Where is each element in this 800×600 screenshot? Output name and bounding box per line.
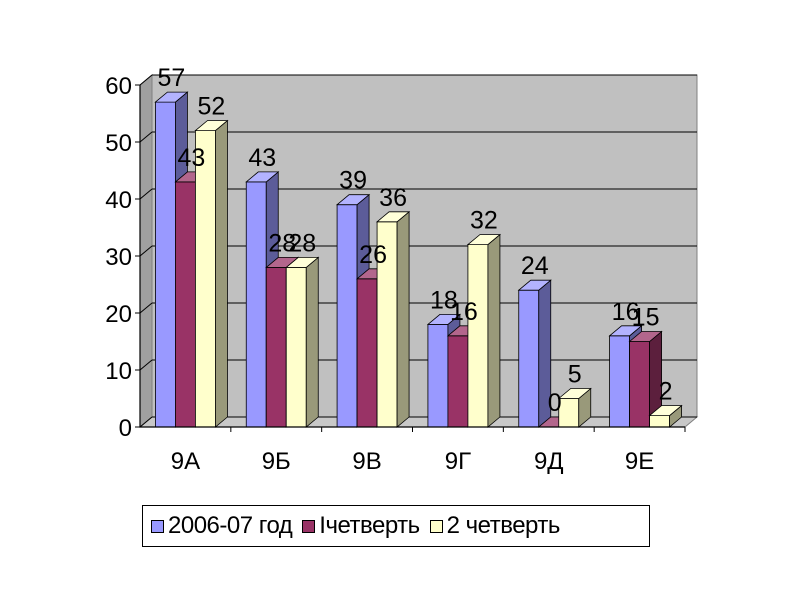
- bar-front: [609, 335, 630, 428]
- legend-label-series-1: 2006-07 год: [168, 512, 293, 539]
- bar-side: [396, 210, 410, 428]
- gridline-side: [139, 359, 153, 371]
- gridline-side: [139, 131, 153, 143]
- bar: [375, 210, 411, 428]
- bar-top: [466, 234, 502, 246]
- data-label: 15: [632, 304, 660, 332]
- legend-item-series-3: 2 четверть: [429, 512, 561, 540]
- data-label: 16: [450, 298, 478, 326]
- legend-swatch-series-1: [151, 519, 164, 533]
- bars: [154, 91, 683, 428]
- data-label: 52: [198, 93, 226, 121]
- y-tick-label: 0: [119, 415, 132, 442]
- data-label: 28: [268, 229, 296, 257]
- bar-front: [356, 278, 378, 428]
- bar-top: [154, 91, 189, 103]
- bar-front: [265, 266, 287, 428]
- data-label: 26: [359, 241, 387, 269]
- data-label: 32: [470, 207, 498, 235]
- bar-top: [335, 194, 371, 206]
- data-label: 36: [379, 184, 407, 212]
- legend-item-series-2: Iчетверть: [302, 512, 420, 540]
- legend-swatch-series-2: [302, 519, 316, 533]
- x-tick-label: 9В: [352, 448, 381, 475]
- bar: [194, 119, 229, 428]
- bar: [648, 404, 683, 428]
- x-tick-label: 9Д: [534, 448, 564, 475]
- bar-front: [175, 181, 196, 428]
- bar: [557, 387, 592, 428]
- bar-top: [245, 171, 280, 183]
- y-tick-label: 60: [105, 73, 132, 100]
- bar-top: [517, 279, 552, 291]
- data-label: 39: [339, 167, 367, 195]
- data-label: 5: [568, 361, 582, 389]
- bar-front: [336, 204, 358, 428]
- x-tick-label: 9Г: [445, 448, 471, 475]
- bar-top: [426, 313, 462, 325]
- bar-side: [305, 256, 319, 428]
- y-tick-label: 30: [105, 244, 132, 271]
- bar-front: [447, 335, 469, 428]
- bar: [628, 330, 663, 428]
- x-tick-label: 9А: [171, 448, 200, 475]
- bar-top: [375, 211, 411, 223]
- bar-top: [628, 331, 663, 342]
- gridline-side: [139, 416, 153, 428]
- bar: [466, 233, 502, 428]
- bar-front: [195, 130, 216, 428]
- bar-front: [629, 341, 650, 428]
- data-label: 24: [521, 252, 549, 280]
- bar-front: [155, 101, 176, 428]
- bar-top: [557, 388, 592, 399]
- legend-label-series-3: 2 четверть: [446, 512, 561, 539]
- bar-front: [427, 323, 449, 428]
- bar-top: [285, 256, 320, 268]
- bar-top: [194, 120, 229, 132]
- data-label: 2: [659, 378, 673, 406]
- legend-label-series-2: Iчетверть: [319, 512, 420, 539]
- x-tick-label: 9Б: [262, 448, 291, 475]
- bar-front: [467, 244, 489, 428]
- bar-front: [518, 289, 540, 428]
- data-label: 57: [158, 64, 186, 92]
- data-label: 18: [430, 286, 458, 314]
- data-label: 43: [248, 144, 276, 172]
- gridline-side: [139, 188, 153, 200]
- bar-top: [648, 405, 683, 417]
- data-label: 28: [288, 229, 316, 257]
- bar-side: [215, 119, 228, 428]
- data-label: 16: [612, 298, 640, 326]
- bar-front: [285, 266, 307, 428]
- gridline-side: [139, 245, 153, 257]
- bar-side: [487, 233, 501, 428]
- gridline-side: [139, 74, 153, 86]
- bar: [285, 256, 320, 428]
- bar-front: [649, 415, 670, 428]
- gridline-side: [139, 302, 153, 314]
- y-tick-label: 40: [105, 187, 132, 214]
- bar-top: [608, 325, 643, 337]
- y-tick-label: 20: [105, 301, 132, 328]
- legend-item-series-1: 2006-07 год: [151, 512, 293, 540]
- legend-swatch-series-3: [429, 519, 443, 533]
- bar-front: [245, 181, 267, 428]
- y-tick-label: 10: [105, 358, 132, 385]
- bar-front: [558, 398, 580, 428]
- x-tick-label: 9Е: [625, 448, 654, 475]
- bar: [517, 279, 552, 428]
- data-label: 0: [548, 389, 562, 417]
- y-tick-label: 50: [105, 130, 132, 157]
- legend: 2006-07 год Iчетверть 2 четверть: [142, 505, 650, 547]
- data-label: 43: [178, 144, 206, 172]
